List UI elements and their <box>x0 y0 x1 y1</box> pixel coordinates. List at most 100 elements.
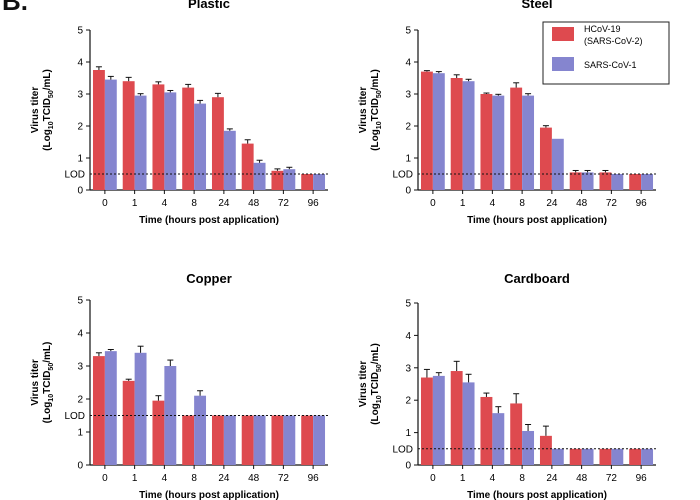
bar-sars-cov-2 <box>301 415 314 465</box>
legend-label: SARS-CoV-1 <box>584 60 637 70</box>
x-tick-label: 1 <box>460 198 466 209</box>
chart-copper: Copper 0 1 2 3 4 5 LOD Virus titer(Log10TCID50/m… <box>30 271 328 500</box>
bar-sars-cov-2 <box>539 435 552 465</box>
x-tick-label: 1 <box>132 473 138 484</box>
chart-cardboard: Cardboard 0 1 2 3 4 5 LOD Virus titer(Log10TCID5… <box>358 271 656 500</box>
legend-label: HCoV-19 <box>584 24 621 34</box>
bar-sars-cov-1 <box>194 395 207 465</box>
bar-sars-cov-2 <box>92 70 105 190</box>
y-axis-label-units: (Log10TCID50/mL) <box>370 343 383 425</box>
x-tick-label: 8 <box>519 473 525 484</box>
bar-sars-cov-1 <box>134 352 147 465</box>
x-tick-label: 48 <box>576 473 588 484</box>
x-tick-label: 72 <box>606 198 618 209</box>
bar-sars-cov-2 <box>92 356 105 465</box>
y-axis-label: Virus titer <box>30 359 41 406</box>
x-tick-label: 72 <box>278 198 290 209</box>
bar-sars-cov-1 <box>223 130 236 190</box>
bar-sars-cov-2 <box>211 415 224 465</box>
bar-sars-cov-2 <box>152 400 165 465</box>
bar-sars-cov-2 <box>420 377 433 465</box>
bar-sars-cov-2 <box>629 174 642 190</box>
bar-sars-cov-2 <box>182 87 195 190</box>
bar-sars-cov-1 <box>641 448 654 465</box>
y-tick-label: 0 <box>405 461 411 472</box>
x-axis-label: Time (hours post application) <box>467 215 607 226</box>
bar-sars-cov-1 <box>283 415 296 465</box>
y-tick-label: 4 <box>77 58 83 69</box>
x-tick-label: 1 <box>132 198 138 209</box>
y-tick-label: 3 <box>77 90 83 101</box>
legend-swatch <box>552 57 574 71</box>
x-tick-label: 4 <box>162 473 168 484</box>
y-axis-label-units: (Log10TCID50/mL) <box>42 342 55 424</box>
y-tick-label: 4 <box>77 329 83 340</box>
y-tick-label: 2 <box>405 122 411 133</box>
bar-sars-cov-1 <box>551 448 564 465</box>
x-tick-label: 4 <box>162 198 168 209</box>
x-axis-label: Time (hours post application) <box>139 215 279 226</box>
bar-sars-cov-1 <box>194 103 207 190</box>
y-axis-label: Virus titer <box>358 87 369 134</box>
bar-sars-cov-1 <box>522 430 535 465</box>
bar-sars-cov-1 <box>462 81 475 190</box>
bar-sars-cov-1 <box>313 174 326 190</box>
bar-sars-cov-2 <box>569 448 582 465</box>
bar-sars-cov-1 <box>432 375 445 465</box>
chart-title: Steel <box>521 0 552 11</box>
bar-sars-cov-1 <box>104 79 117 190</box>
bar-sars-cov-2 <box>450 371 463 465</box>
bar-sars-cov-2 <box>480 94 493 190</box>
x-tick-label: 48 <box>248 198 260 209</box>
y-tick-label: 0 <box>405 186 411 197</box>
chart-title: Plastic <box>188 0 230 11</box>
x-tick-label: 1 <box>460 473 466 484</box>
y-tick-label: 3 <box>405 363 411 374</box>
bar-sars-cov-1 <box>223 415 236 465</box>
legend-swatch <box>552 27 574 41</box>
x-tick-label: 96 <box>308 198 320 209</box>
x-tick-label: 96 <box>308 473 320 484</box>
x-tick-label: 8 <box>191 473 197 484</box>
bar-sars-cov-2 <box>599 172 612 190</box>
lod-label: LOD <box>392 170 413 181</box>
bar-sars-cov-1 <box>104 351 117 465</box>
x-tick-label: 4 <box>490 198 496 209</box>
x-tick-label: 0 <box>102 473 108 484</box>
bar-sars-cov-1 <box>313 415 326 465</box>
x-tick-label: 48 <box>576 198 588 209</box>
y-tick-label: 1 <box>405 428 411 439</box>
bar-sars-cov-2 <box>211 97 224 190</box>
bar-sars-cov-1 <box>581 448 594 465</box>
bar-sars-cov-2 <box>569 172 582 190</box>
y-tick-label: 4 <box>405 58 411 69</box>
bar-sars-cov-2 <box>480 396 493 465</box>
legend-label-line2: (SARS-CoV-2) <box>584 36 643 46</box>
y-tick-label: 3 <box>77 362 83 373</box>
y-tick-label: 5 <box>405 26 411 37</box>
chart-steel: Steel 0 1 2 3 4 5 LOD Virus titer(Log10TCID50/mL… <box>358 0 656 226</box>
y-tick-label: 5 <box>405 299 411 310</box>
bar-sars-cov-2 <box>629 448 642 465</box>
bar-sars-cov-2 <box>122 380 135 465</box>
x-tick-label: 0 <box>430 473 436 484</box>
lod-label: LOD <box>64 411 85 422</box>
x-tick-label: 8 <box>519 198 525 209</box>
chart-plastic: Plastic 0 1 2 3 4 5 LOD Virus titer(Log10TCID50/… <box>30 0 328 226</box>
bar-sars-cov-2 <box>122 81 135 190</box>
bar-sars-cov-1 <box>134 95 147 190</box>
y-tick-label: 5 <box>77 26 83 37</box>
x-tick-label: 24 <box>546 198 558 209</box>
bar-sars-cov-1 <box>164 92 177 190</box>
y-tick-label: 2 <box>77 122 83 133</box>
x-tick-label: 48 <box>248 473 260 484</box>
bar-sars-cov-1 <box>253 162 266 190</box>
bar-sars-cov-2 <box>271 170 284 190</box>
x-tick-label: 8 <box>191 198 197 209</box>
bar-sars-cov-1 <box>581 172 594 190</box>
bar-sars-cov-2 <box>152 84 165 190</box>
bar-sars-cov-2 <box>510 403 523 465</box>
lod-label: LOD <box>64 170 85 181</box>
bar-sars-cov-2 <box>599 448 612 465</box>
